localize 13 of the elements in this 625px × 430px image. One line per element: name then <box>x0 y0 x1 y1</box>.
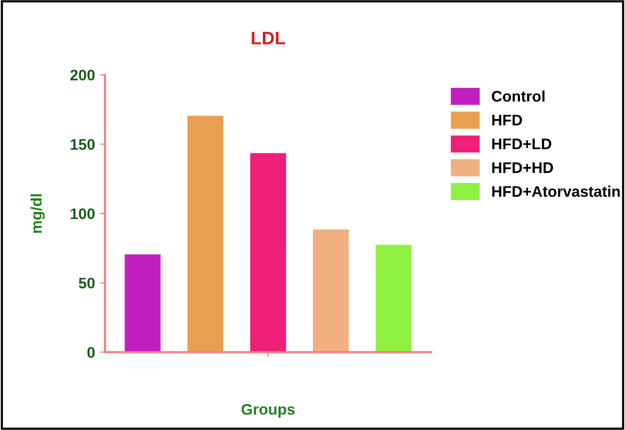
legend-label: HFD <box>492 114 522 126</box>
y-tick-label: 150 <box>70 139 95 150</box>
legend-label: HFD+Atorvastatin <box>492 186 620 197</box>
y-tick-label: 200 <box>70 70 95 81</box>
y-tick-label: 50 <box>78 278 95 289</box>
legend-label: HFD+LD <box>492 138 552 150</box>
y-tick-label: 0 <box>87 347 95 358</box>
x-axis-title: Groups <box>242 404 295 418</box>
chart-title: LDL <box>252 32 286 44</box>
y-tick-label: 100 <box>70 208 95 220</box>
legend-label: Control <box>492 90 544 102</box>
legend-label: HFD+HD <box>492 162 553 173</box>
y-axis-title: mg/dl <box>30 194 45 233</box>
